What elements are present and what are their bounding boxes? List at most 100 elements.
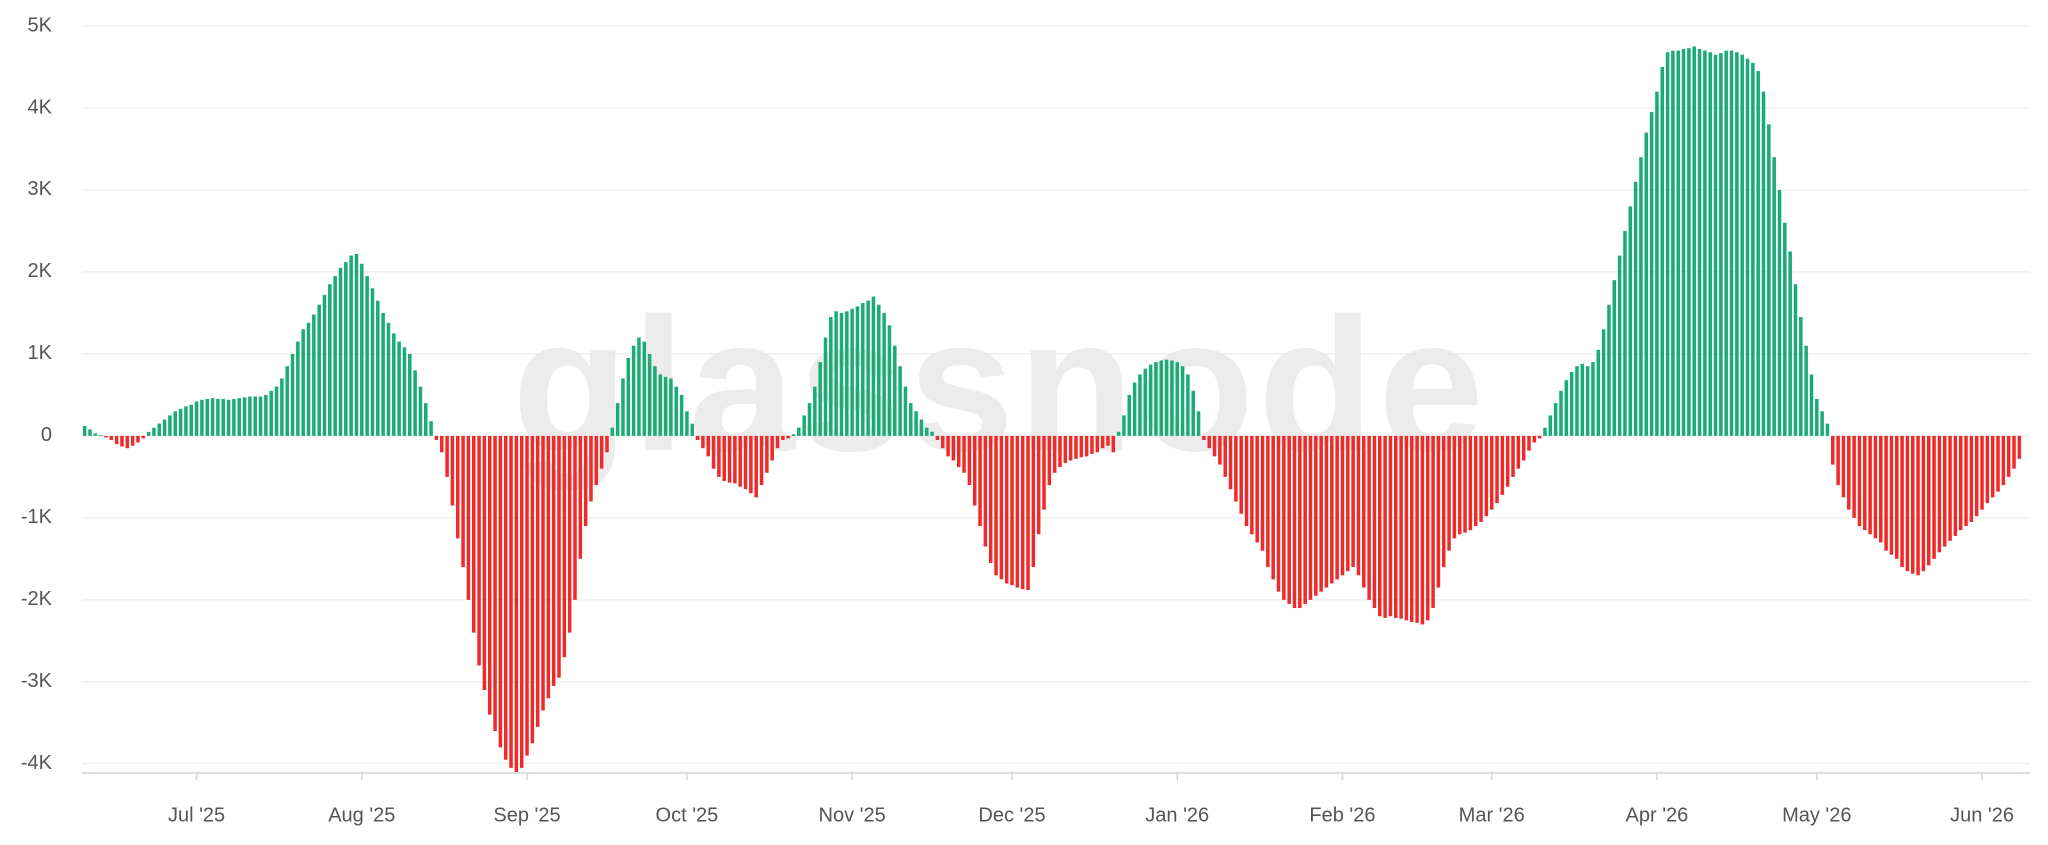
bar [1308,435,1313,600]
bar [1335,435,1339,580]
bar [1767,124,1771,436]
bar [903,386,908,436]
y-tick-label: 5K [28,14,53,36]
bar [1409,435,1414,622]
bar [1910,435,1915,574]
bar [701,435,705,449]
bar [1111,435,1116,453]
bar [845,311,849,436]
bar [1388,435,1393,617]
bar [93,433,98,436]
bar [1191,390,1195,436]
bar [1138,374,1142,436]
bar [999,435,1004,580]
bar [1457,435,1462,535]
bar [765,435,769,473]
bar [157,423,162,436]
bar [914,411,918,436]
bar [882,312,886,436]
bar [1751,62,1755,436]
bar [2006,435,2011,477]
bar [1537,435,1542,439]
bar [1154,362,1158,436]
bar [1468,435,1473,531]
bar [1084,435,1089,457]
bar [1708,52,1712,436]
bar [1015,435,1020,588]
bar [1564,380,1569,436]
bar [1879,435,1883,543]
bar [1916,435,1920,576]
bar [1820,411,1824,436]
y-tick-label: 3K [28,178,53,200]
bar [1900,435,1904,568]
bar [599,435,604,469]
bar [1511,435,1515,477]
bar [216,399,220,436]
bar [1441,435,1446,568]
bar [605,435,609,453]
bar [477,435,481,666]
bar [1873,435,1878,539]
bar [482,435,487,691]
bar [1079,435,1084,458]
bar [1319,435,1323,592]
bar [727,435,732,483]
bar [557,435,561,678]
bar [178,408,183,436]
bar [1841,435,1846,498]
bar [1825,423,1830,436]
bar [642,341,647,436]
bar [1378,435,1382,617]
bar [685,411,689,436]
bar [1415,435,1419,623]
bar [322,294,327,436]
bar [1697,48,1702,436]
bar [285,366,289,436]
x-tick-label: Apr '26 [1626,804,1689,826]
bar [130,435,135,446]
bar [290,353,295,436]
bar [626,358,631,436]
bar [972,435,977,506]
bar [1958,435,1963,531]
bar [1591,362,1595,436]
bar [647,353,652,436]
bar [631,345,636,436]
bar [813,386,817,436]
bar [530,435,535,744]
bar [498,435,503,748]
bar [1969,435,1974,522]
bar [690,423,695,436]
bar [669,378,673,436]
bar [834,311,838,436]
bar [1425,435,1430,621]
bar [1575,366,1579,436]
bar [221,399,225,436]
bar [898,366,902,436]
bar [1735,52,1739,436]
bar [818,362,822,436]
bar [1809,374,1814,436]
bar [1234,435,1238,502]
bar [461,435,465,568]
bar [983,435,988,547]
bar [956,435,961,468]
bar [1180,366,1185,436]
bar [1740,54,1744,436]
bar [1489,435,1494,510]
bar [781,435,785,440]
bar [365,276,369,436]
bar [408,353,412,436]
bar [376,300,380,436]
bar [567,435,572,633]
bar [2012,435,2016,469]
bar [1996,435,2000,492]
bar [1953,435,1958,536]
bar [679,394,684,436]
bar [1127,394,1132,436]
bar [887,325,892,436]
bar [759,435,764,486]
bar [1660,66,1665,436]
bar [1724,50,1728,436]
